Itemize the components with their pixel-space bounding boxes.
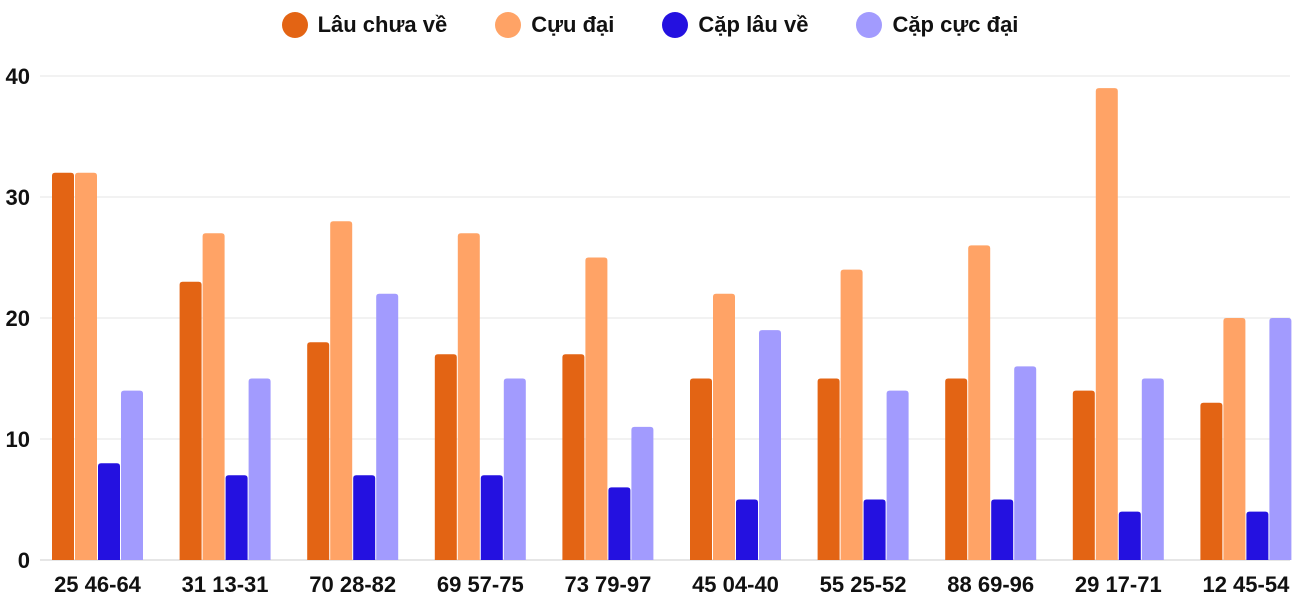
x-tick-label: 45 04-40	[692, 572, 779, 597]
bar	[248, 378, 271, 560]
bar	[945, 378, 968, 560]
legend-swatch	[662, 12, 689, 38]
x-tick-label: 25 46-64	[54, 572, 142, 597]
bar	[1141, 378, 1164, 560]
bar	[863, 499, 886, 560]
bar	[376, 293, 399, 560]
bar	[457, 233, 480, 561]
bar	[202, 233, 225, 561]
bar	[585, 257, 608, 560]
legend-label: Cựu đại	[531, 12, 615, 37]
bar	[759, 330, 781, 560]
bar	[840, 269, 863, 560]
x-tick-label: 55 25-52	[820, 572, 907, 597]
legend-item: Cặp cực đại	[856, 12, 1018, 38]
bar	[1072, 390, 1095, 560]
bar	[503, 378, 526, 560]
x-tick-label: 12 45-54	[1202, 572, 1290, 597]
bar	[98, 463, 120, 560]
bar	[991, 499, 1014, 560]
bar	[179, 281, 202, 560]
bar	[713, 293, 735, 560]
bar	[75, 172, 97, 561]
bar	[1200, 402, 1223, 560]
legend: Lâu chưa về Cựu đại Cặp lâu về Cặp cực đ…	[0, 12, 1300, 38]
bar	[736, 499, 758, 560]
legend-label: Lâu chưa về	[317, 12, 448, 37]
bar	[968, 245, 991, 560]
bar	[225, 475, 248, 560]
legend-item: Lâu chưa về	[281, 12, 448, 38]
y-tick-label: 10	[6, 427, 30, 452]
x-tick-label: 31 13-31	[182, 572, 269, 597]
bar	[1095, 88, 1118, 560]
legend-item: Cặp lâu về	[662, 12, 808, 38]
bar	[886, 390, 909, 560]
legend-label: Cặp lâu về	[698, 12, 809, 37]
bar	[1246, 511, 1269, 560]
bar	[480, 475, 503, 560]
bar	[330, 221, 353, 560]
legend-swatch	[856, 12, 883, 38]
bar	[817, 378, 840, 560]
x-tick-label: 73 79-97	[564, 572, 651, 597]
bar	[1118, 511, 1141, 560]
bar	[307, 342, 330, 560]
y-tick-label: 0	[18, 548, 30, 573]
x-tick-label: 88 69-96	[947, 572, 1034, 597]
legend-swatch	[495, 12, 522, 38]
bar	[1014, 366, 1037, 560]
y-tick-label: 40	[6, 64, 30, 89]
x-tick-label: 70 28-82	[309, 572, 396, 597]
bar	[353, 475, 376, 560]
bar	[52, 172, 74, 561]
bar	[631, 426, 654, 560]
legend-label: Cặp cực đại	[892, 12, 1019, 37]
y-tick-label: 30	[6, 185, 30, 210]
bar	[562, 354, 585, 560]
bar	[608, 487, 631, 560]
bar	[434, 354, 457, 560]
x-tick-label: 29 17-71	[1075, 572, 1162, 597]
y-tick-label: 20	[6, 306, 30, 331]
bar	[1269, 318, 1292, 560]
bar	[1223, 318, 1246, 560]
bar	[121, 390, 143, 560]
x-tick-label: 69 57-75	[437, 572, 524, 597]
legend-swatch	[281, 12, 308, 38]
legend-item: Cựu đại	[495, 12, 614, 38]
bar	[690, 378, 712, 560]
